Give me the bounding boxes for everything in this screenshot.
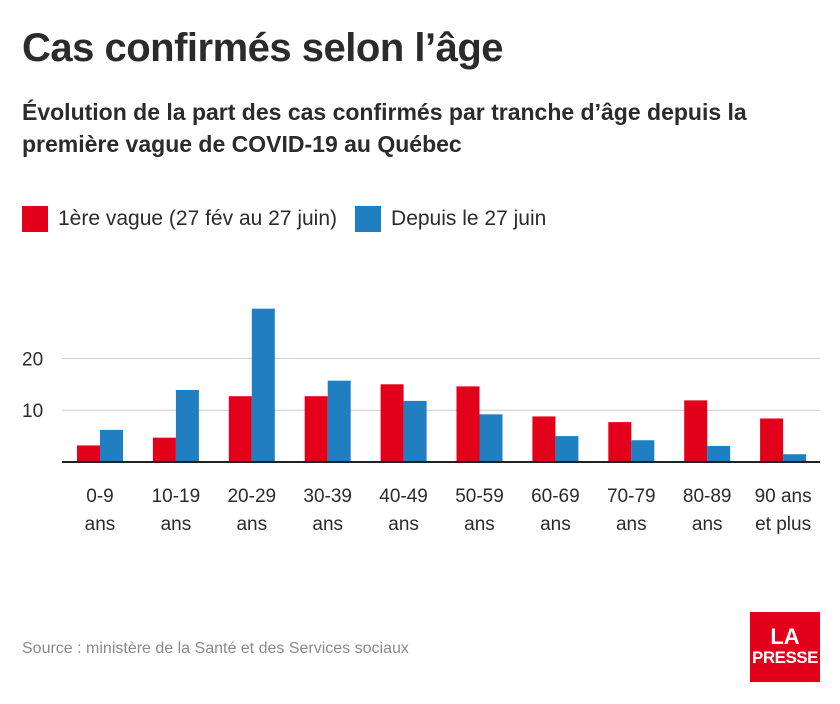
- y-tick-label: 10: [22, 401, 43, 422]
- bar-first-wave: [760, 418, 784, 462]
- bar-since-june: [479, 414, 503, 462]
- x-tick-label: ans: [616, 514, 647, 535]
- bar-since-june: [403, 400, 427, 462]
- bar-first-wave: [304, 396, 328, 462]
- logo-line-2: PRESSE: [752, 648, 818, 667]
- legend-label-since-june: Depuis le 27 juin: [391, 207, 547, 230]
- bar-first-wave: [684, 400, 708, 462]
- x-tick-label: 0-9: [86, 486, 113, 507]
- bar-since-june: [100, 429, 123, 462]
- la-presse-logo: LA PRESSE: [750, 612, 820, 682]
- chart-subtitle: Évolution de la part des cas confirmés p…: [22, 99, 747, 157]
- bar-since-june: [175, 389, 199, 462]
- bar-first-wave: [152, 437, 176, 462]
- bar-first-wave: [532, 416, 556, 462]
- x-tick-label: 30-39: [303, 486, 352, 507]
- x-tick-label: ans: [540, 514, 571, 535]
- bar-since-june: [707, 445, 731, 462]
- x-tick-label: 20-29: [227, 486, 276, 507]
- x-tick-label: 80-89: [683, 486, 732, 507]
- x-tick-label: 60-69: [531, 486, 580, 507]
- bar-since-june: [555, 436, 579, 462]
- logo-line-1: LA: [770, 624, 800, 649]
- legend: 1ère vague (27 fév au 27 juin) Depuis le…: [22, 204, 564, 234]
- legend-swatch-since-june: [355, 206, 382, 232]
- x-tick-label: ans: [236, 514, 267, 535]
- bar-first-wave: [608, 422, 632, 462]
- x-tick-label: et plus: [755, 514, 811, 535]
- bar-first-wave: [380, 384, 404, 462]
- x-tick-label: ans: [388, 514, 419, 535]
- bar-chart: 10 20 0-9 ans 10-19 ans 20-29 ans 30-39 ans 40-49 a…: [22, 308, 820, 535]
- x-tick-label: 70-79: [607, 486, 656, 507]
- bar-first-wave: [228, 396, 252, 462]
- bar-since-june: [783, 454, 807, 462]
- legend-swatch-first-wave: [22, 206, 48, 232]
- legend-label-first-wave: 1ère vague (27 fév au 27 juin): [58, 207, 338, 230]
- x-tick-label: ans: [85, 514, 116, 535]
- bar-since-june: [327, 380, 351, 462]
- chart-title: Cas confirmés selon l’âge: [22, 26, 504, 70]
- source-note: Source : ministère de la Santé et des Se…: [22, 640, 409, 657]
- x-tick-label: 50-59: [455, 486, 504, 507]
- x-tick-label: ans: [464, 514, 495, 535]
- x-tick-label: ans: [161, 514, 192, 535]
- y-tick-label: 20: [22, 349, 43, 370]
- x-tick-label: ans: [692, 514, 723, 535]
- legend-item-since-june: Depuis le 27 juin: [355, 206, 546, 232]
- legend-item-first-wave: 1ère vague (27 fév au 27 juin): [22, 206, 337, 232]
- bar-first-wave: [77, 445, 100, 462]
- bar-first-wave: [456, 386, 480, 462]
- bar-since-june: [251, 308, 275, 462]
- x-tick-label: 90 ans: [755, 486, 812, 507]
- x-tick-label: 40-49: [379, 486, 428, 507]
- x-tick-label: 10-19: [152, 486, 201, 507]
- x-tick-label: ans: [312, 514, 343, 535]
- bar-since-june: [631, 440, 655, 462]
